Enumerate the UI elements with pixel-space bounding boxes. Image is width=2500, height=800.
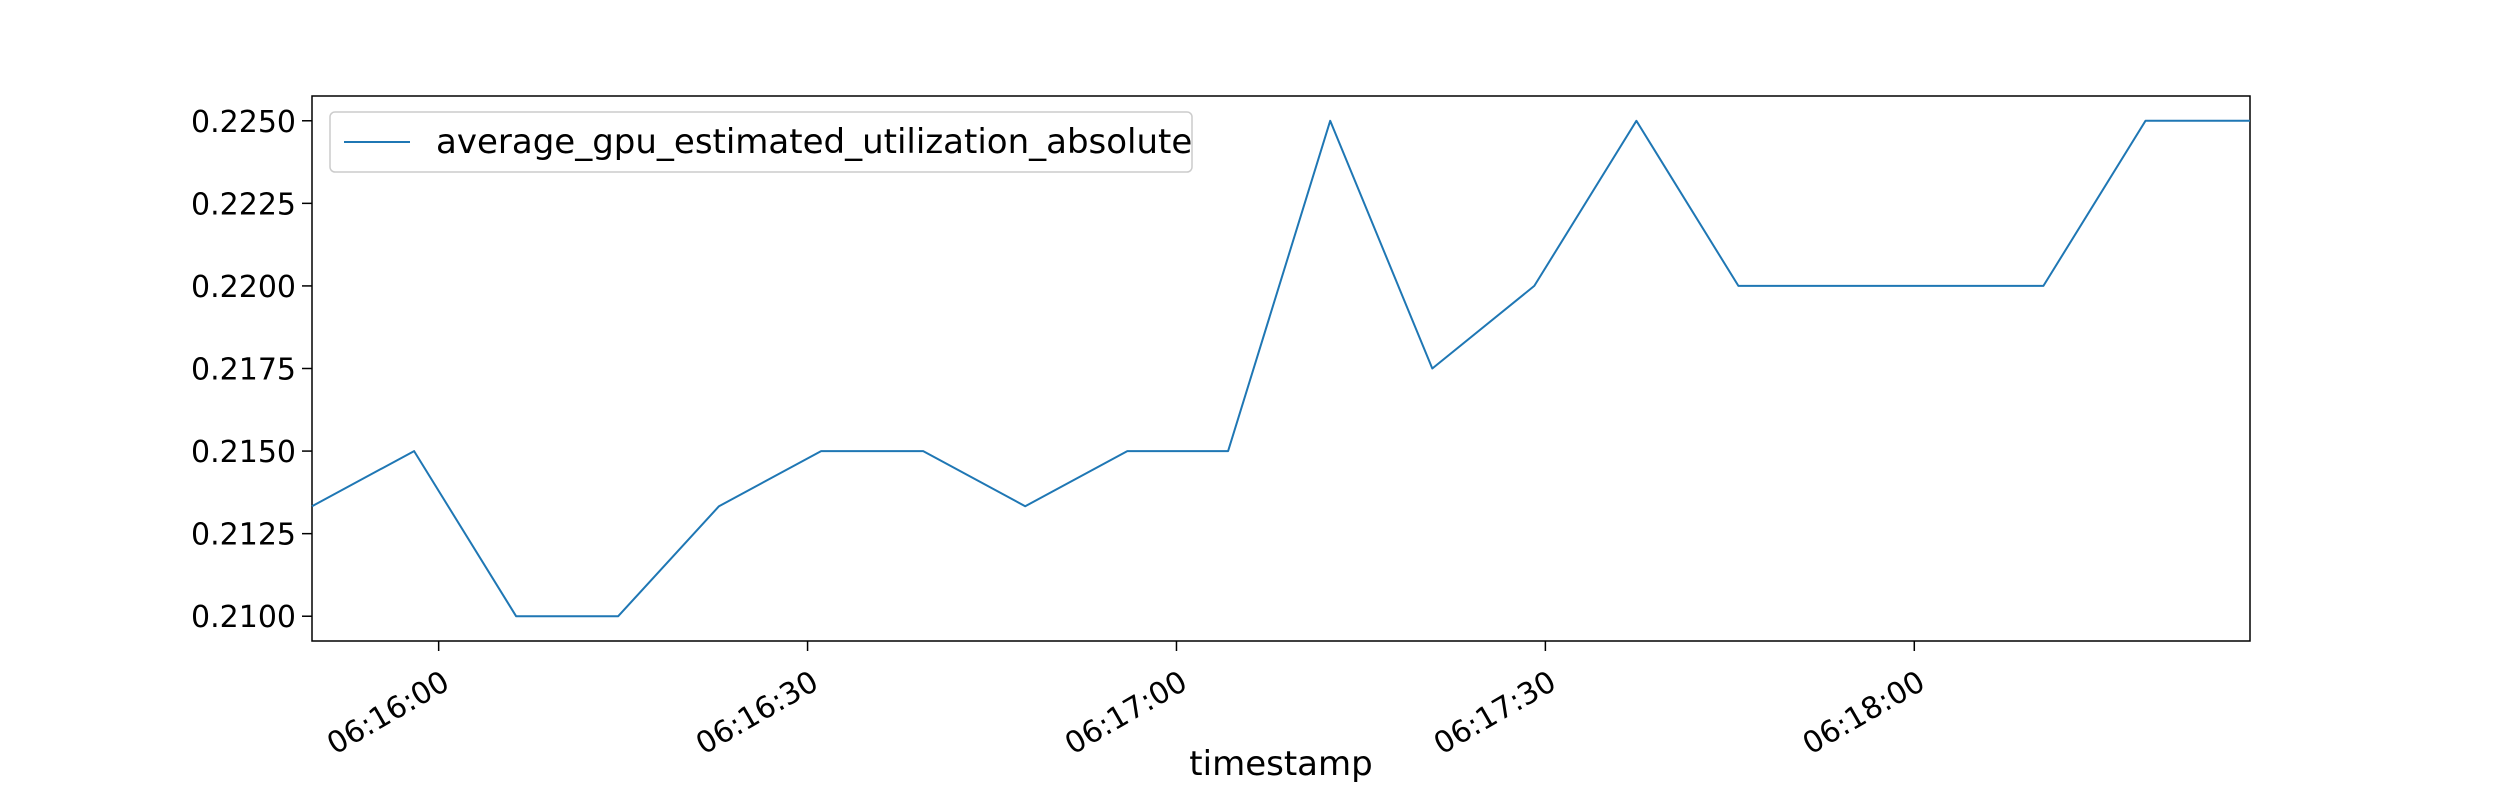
x-tick-label: 06:18:00 xyxy=(1797,664,1931,762)
y-tick-label: 0.2175 xyxy=(191,353,296,388)
legend-box xyxy=(329,111,1193,173)
series-line xyxy=(311,119,2250,618)
y-tick-label: 0.2150 xyxy=(191,435,296,470)
x-axis-title: timestamp xyxy=(1189,744,1372,784)
x-tick-label: 06:16:00 xyxy=(321,664,455,762)
plot-area xyxy=(311,95,2251,642)
y-tick-label: 0.2250 xyxy=(191,105,296,140)
legend: average_gpu_estimated_utilization_absolu… xyxy=(329,111,1193,173)
x-tick-label: 06:16:30 xyxy=(690,664,824,762)
series-layer xyxy=(311,119,2250,618)
y-tick-label: 0.2125 xyxy=(191,518,296,553)
y-tick-label: 0.2100 xyxy=(191,600,296,635)
y-tick-label: 0.2225 xyxy=(191,187,296,222)
legend-label: average_gpu_estimated_utilization_absolu… xyxy=(436,122,1192,162)
x-tick-label: 06:17:30 xyxy=(1428,664,1562,762)
x-tick-label: 06:17:00 xyxy=(1059,664,1193,762)
y-axis: 0.2100 0.2125 0.2150 0.2175 0.2200 0.2225 0.22… xyxy=(191,105,312,635)
x-axis: 06:16:00 06:16:30 06:17:00 06:17:30 06:18:00 xyxy=(321,641,1931,762)
y-tick-label: 0.2200 xyxy=(191,270,296,305)
